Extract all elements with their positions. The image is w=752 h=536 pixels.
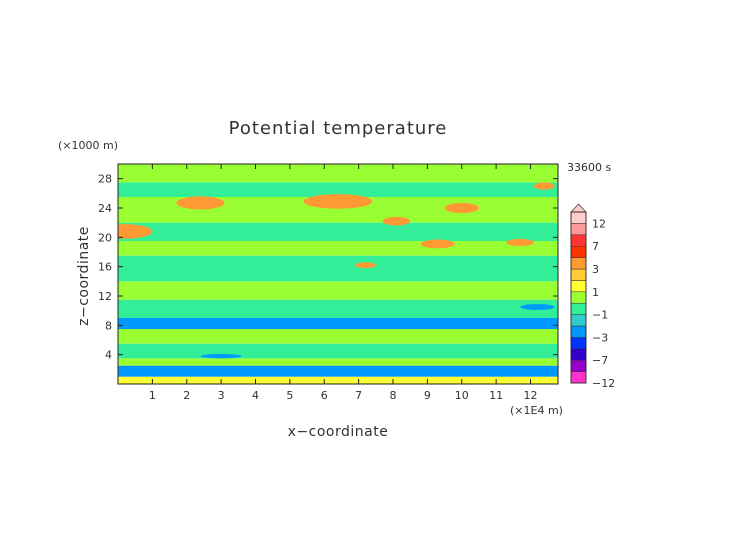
- field-patch: [520, 304, 555, 310]
- colorbar-label: 3: [592, 263, 599, 276]
- y-tick-label: 12: [98, 290, 112, 303]
- y-axis-label: z−coordinate: [76, 226, 92, 326]
- field-patch: [382, 216, 411, 226]
- colorbar-segment: [570, 302, 587, 315]
- field-patch: [118, 224, 153, 239]
- field-patch: [444, 202, 479, 214]
- field-band: [118, 318, 558, 329]
- field-band: [118, 329, 558, 344]
- field-patch: [303, 194, 373, 209]
- colorbar-segment: [570, 257, 587, 270]
- field-patch: [200, 353, 242, 359]
- field-band: [118, 365, 558, 377]
- field-band: [118, 182, 558, 197]
- colorbar-segment: [570, 371, 587, 384]
- field-patch: [355, 262, 376, 269]
- field-band: [118, 343, 558, 359]
- x-unit-label: (×1E4 m): [510, 404, 563, 417]
- colorbar-label: −3: [592, 331, 608, 344]
- plot-area: [118, 164, 558, 384]
- y-tick-label: 28: [98, 173, 112, 186]
- time-label: 33600 s: [567, 161, 611, 174]
- field-patch: [399, 366, 455, 373]
- x-tick-label: 9: [424, 389, 431, 402]
- colorbar-label: 12: [592, 217, 606, 230]
- colorbar-segment: [570, 291, 587, 304]
- y-tick-label: 16: [98, 261, 112, 274]
- y-unit-label: (×1000 m): [58, 139, 118, 152]
- plot-frame: [117, 163, 559, 385]
- field-band: [118, 164, 558, 183]
- x-tick-label: 12: [524, 389, 538, 402]
- field-band: [118, 358, 558, 366]
- field-band: [118, 281, 558, 300]
- field-patch: [506, 238, 534, 247]
- y-tick-label: 8: [105, 319, 112, 332]
- field-patch: [420, 239, 455, 249]
- field-patch: [176, 196, 225, 210]
- field-band: [118, 222, 558, 241]
- x-tick-label: 11: [489, 389, 503, 402]
- colorbar-segment: [570, 268, 587, 281]
- colorbar-segment: [570, 234, 587, 247]
- colorbar-label: 7: [592, 240, 599, 253]
- x-tick-label: 5: [286, 389, 293, 402]
- x-tick-label: 4: [252, 389, 259, 402]
- colorbar-segment: [570, 314, 587, 327]
- field-band: [118, 255, 558, 282]
- field-band: [118, 376, 558, 384]
- colorbar-label: −12: [592, 377, 615, 390]
- x-tick-label: 3: [218, 389, 225, 402]
- field-band: [118, 241, 558, 256]
- colorbar-label: −1: [592, 309, 608, 322]
- colorbar-label: 1: [592, 286, 599, 299]
- colorbar-segment: [570, 348, 587, 361]
- field-band: [118, 299, 558, 318]
- y-axis: 4 8 12 16 20 24 28: [98, 173, 558, 362]
- colorbar-segment: [570, 223, 587, 236]
- x-axis-label: x−coordinate: [288, 424, 389, 440]
- x-tick-label: 6: [321, 389, 328, 402]
- x-tick-label: 10: [455, 389, 469, 402]
- field-patch: [533, 182, 555, 190]
- colorbar-arrow: [570, 203, 587, 213]
- colorbar-label: −7: [592, 354, 608, 367]
- y-tick-label: 20: [98, 231, 112, 244]
- x-tick-label: 8: [390, 389, 397, 402]
- colorbar-frame: [570, 211, 587, 384]
- y-tick-label: 24: [98, 202, 112, 215]
- colorbar: 12 7 3 1 −1 −3 −7 −12: [570, 203, 615, 390]
- colorbar-segment: [570, 211, 587, 224]
- colorbar-segment: [570, 245, 587, 258]
- x-tick-label: 2: [183, 389, 190, 402]
- y-tick-label: 4: [105, 349, 112, 362]
- colorbar-segment: [570, 359, 587, 372]
- colorbar-segment: [570, 280, 587, 293]
- colorbar-segment: [570, 325, 587, 338]
- colorbar-segment: [570, 337, 587, 350]
- chart-title: Potential temperature: [229, 118, 448, 139]
- x-axis: 1 2 3 4 5 6 7 8 9 10 11 12: [149, 164, 538, 402]
- x-tick-label: 1: [149, 389, 156, 402]
- x-tick-label: 7: [355, 389, 362, 402]
